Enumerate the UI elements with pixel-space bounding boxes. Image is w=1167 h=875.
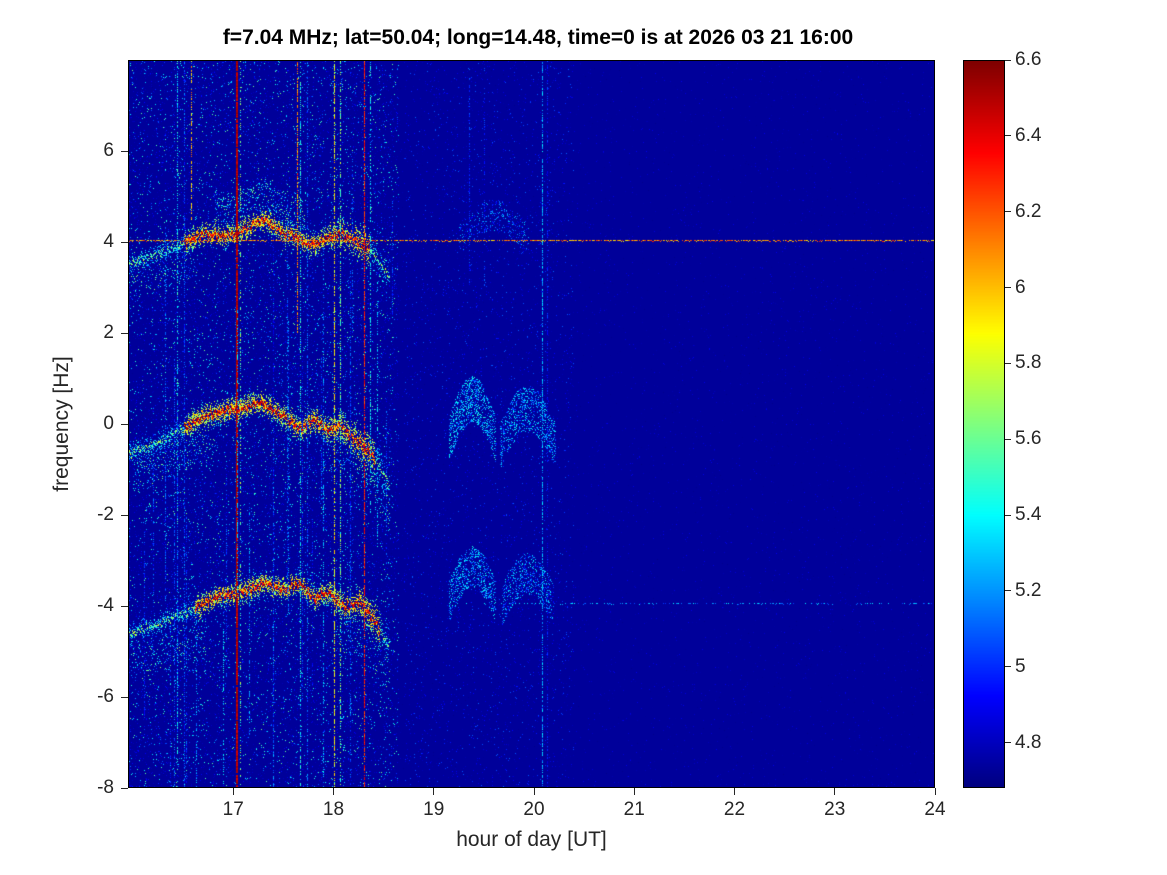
spectrogram-canvas bbox=[129, 61, 934, 787]
colorbar-tick-label: 5.8 bbox=[1015, 352, 1042, 374]
y-tick-label: 2 bbox=[103, 322, 114, 343]
colorbar-tick-mark bbox=[1005, 514, 1011, 516]
y-tick-mark bbox=[121, 605, 128, 607]
x-tick-label: 19 bbox=[423, 799, 445, 820]
colorbar-tick-label: 5.4 bbox=[1015, 504, 1042, 525]
y-tick-mark bbox=[121, 514, 128, 516]
x-tick-mark bbox=[834, 788, 836, 795]
x-tick-label: 22 bbox=[723, 799, 746, 820]
x-tick-mark bbox=[232, 788, 234, 795]
colorbar-tick-mark bbox=[1005, 211, 1011, 213]
x-tick-mark bbox=[934, 788, 936, 795]
colorbar-tick-label: 5 bbox=[1015, 655, 1026, 677]
colorbar-tick-label: 6 bbox=[1015, 276, 1026, 298]
y-tick-mark bbox=[121, 423, 128, 425]
chart-title: f=7.04 MHz; lat=50.04; long=14.48, time=… bbox=[222, 26, 854, 49]
colorbar-tick-label: 6.2 bbox=[1015, 200, 1042, 222]
colorbar-tick-label: 4.8 bbox=[1015, 731, 1042, 753]
colorbar-tick-label: 5.2 bbox=[1015, 579, 1042, 601]
plot-area bbox=[128, 60, 935, 788]
y-tick-label: 4 bbox=[103, 231, 114, 252]
y-tick-label: -6 bbox=[97, 686, 114, 707]
colorbar-tick-mark bbox=[1005, 742, 1011, 743]
x-tick-mark bbox=[333, 788, 334, 795]
y-tick-label: -2 bbox=[97, 504, 114, 525]
colorbar-tick-mark bbox=[1005, 135, 1011, 137]
y-tick-label: -8 bbox=[97, 777, 114, 798]
x-tick-label: 18 bbox=[322, 799, 345, 820]
colorbar-tick-mark bbox=[1005, 287, 1011, 288]
x-tick-mark bbox=[734, 788, 735, 795]
x-tick-label: 23 bbox=[824, 799, 846, 820]
colorbar-tick-mark bbox=[1005, 59, 1011, 61]
x-tick-mark bbox=[533, 788, 535, 795]
y-tick-mark bbox=[121, 696, 128, 698]
colorbar-tick-mark bbox=[1005, 362, 1011, 364]
colorbar-tick-mark bbox=[1005, 438, 1011, 440]
colorbar-tick-label: 6.4 bbox=[1015, 124, 1042, 146]
x-tick-label: 20 bbox=[523, 799, 545, 820]
y-tick-mark bbox=[121, 787, 128, 789]
x-tick-label: 21 bbox=[623, 799, 645, 820]
y-tick-mark bbox=[121, 332, 128, 334]
colorbar-tick-mark bbox=[1005, 666, 1011, 668]
y-tick-label: 0 bbox=[103, 413, 114, 434]
colorbar-tick-label: 5.6 bbox=[1015, 428, 1042, 450]
y-tick-mark bbox=[121, 150, 128, 152]
x-tick-label: 17 bbox=[222, 799, 244, 820]
x-axis-label: hour of day [UT] bbox=[456, 828, 607, 851]
y-tick-mark bbox=[121, 241, 128, 243]
x-tick-mark bbox=[433, 788, 435, 795]
colorbar-tick-mark bbox=[1005, 590, 1011, 592]
x-tick-mark bbox=[633, 788, 635, 795]
colorbar bbox=[963, 60, 1005, 788]
y-tick-label: 6 bbox=[103, 140, 114, 161]
colorbar-tick-label: 6.6 bbox=[1015, 49, 1042, 70]
y-tick-label: -4 bbox=[97, 595, 114, 616]
colorbar-canvas bbox=[964, 61, 1004, 787]
x-tick-label: 24 bbox=[924, 799, 946, 820]
